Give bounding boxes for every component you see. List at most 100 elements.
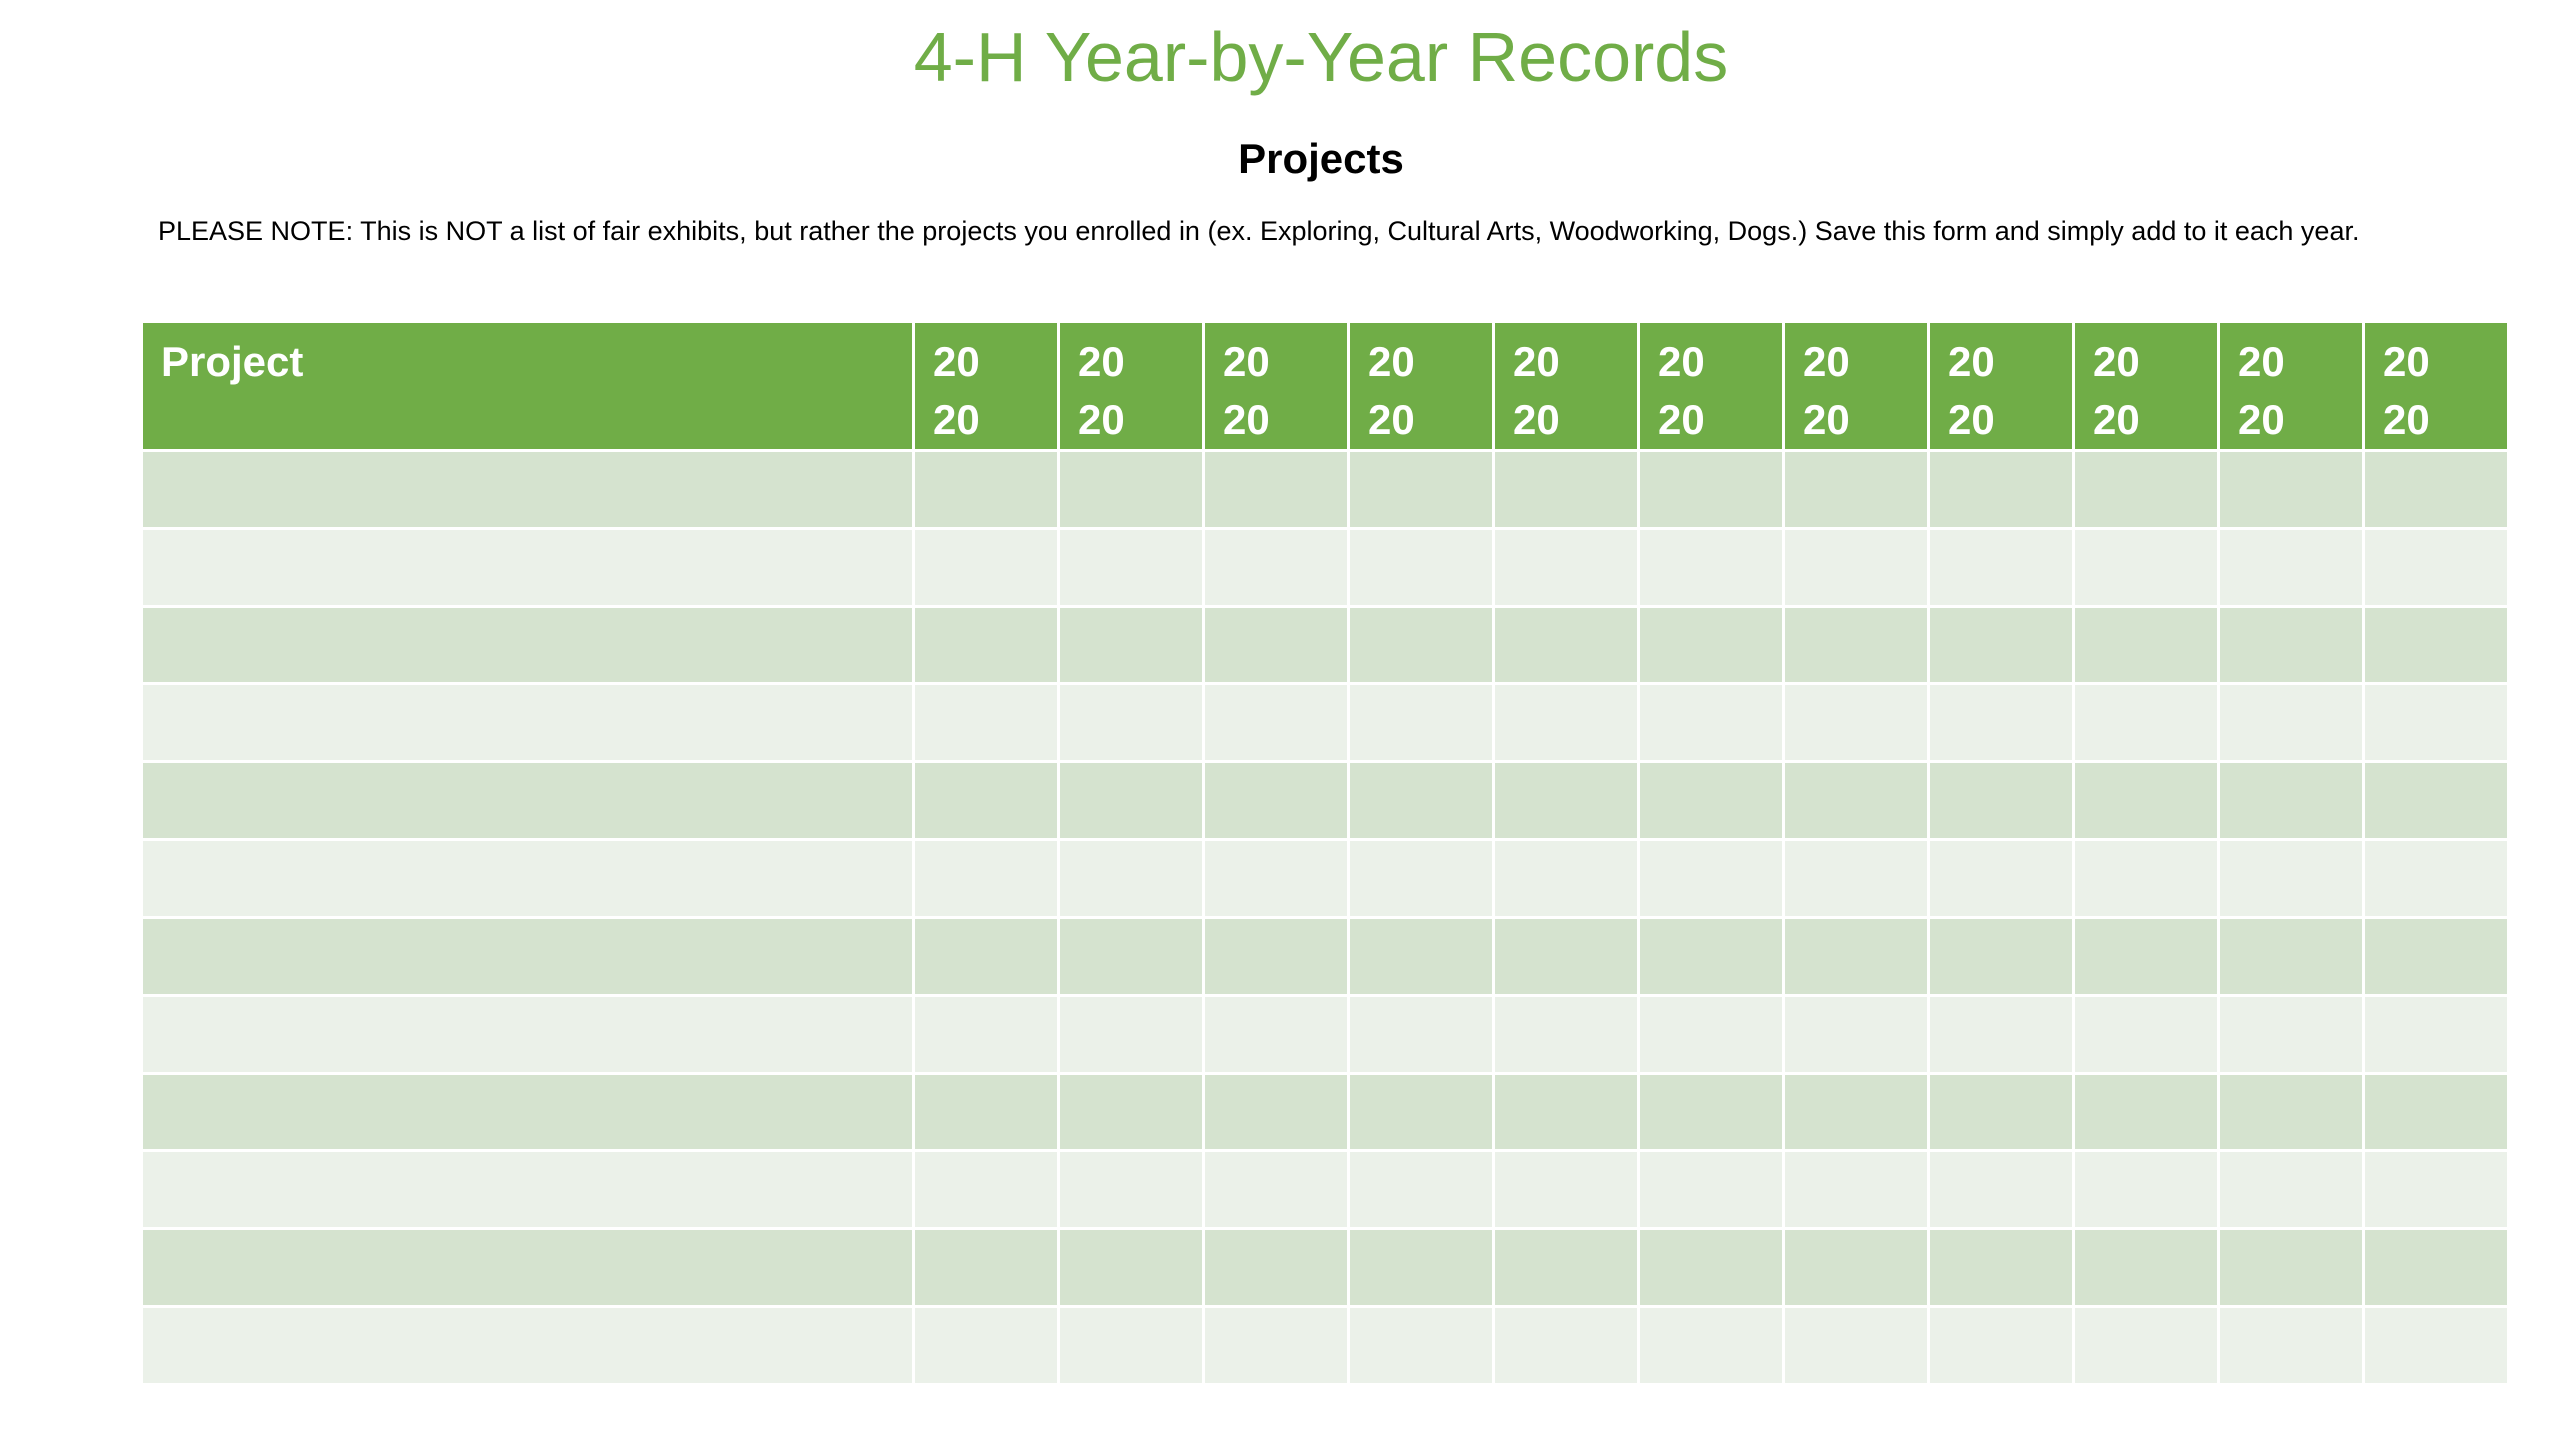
year-cell[interactable] [1927, 915, 2075, 997]
year-cell[interactable] [1057, 1071, 1205, 1153]
project-cell[interactable] [140, 526, 915, 608]
project-cell[interactable] [140, 760, 915, 842]
year-cell[interactable] [1927, 993, 2075, 1075]
year-cell[interactable] [1347, 1149, 1495, 1231]
year-cell[interactable] [2362, 993, 2510, 1075]
year-cell[interactable] [1782, 760, 1930, 842]
year-cell[interactable] [1637, 760, 1785, 842]
year-cell[interactable] [1057, 449, 1205, 530]
year-cell[interactable] [1347, 1071, 1495, 1153]
year-cell[interactable] [1782, 449, 1930, 530]
year-cell[interactable] [2072, 1227, 2220, 1309]
year-cell[interactable] [2362, 1071, 2510, 1153]
year-cell[interactable] [2072, 526, 2220, 608]
year-cell[interactable] [1202, 993, 1350, 1075]
year-cell[interactable] [1637, 449, 1785, 530]
year-cell[interactable] [1492, 915, 1640, 997]
year-cell[interactable] [2217, 838, 2365, 919]
year-cell[interactable] [1637, 993, 1785, 1075]
year-cell[interactable] [2217, 993, 2365, 1075]
year-cell[interactable] [912, 1071, 1060, 1153]
year-cell[interactable] [1637, 682, 1785, 764]
year-cell[interactable] [1057, 838, 1205, 919]
project-cell[interactable] [140, 993, 915, 1075]
year-cell[interactable] [1057, 526, 1205, 608]
year-cell[interactable] [2362, 1149, 2510, 1231]
project-cell[interactable] [140, 449, 915, 530]
year-cell[interactable] [1057, 682, 1205, 764]
year-cell[interactable] [1637, 604, 1785, 686]
year-cell[interactable] [2217, 1149, 2365, 1231]
year-cell[interactable] [1782, 526, 1930, 608]
year-cell[interactable] [1347, 604, 1495, 686]
year-cell[interactable] [1347, 915, 1495, 997]
year-cell[interactable] [912, 449, 1060, 530]
year-cell[interactable] [1057, 915, 1205, 997]
year-cell[interactable] [1347, 449, 1495, 530]
year-cell[interactable] [2072, 915, 2220, 997]
year-cell[interactable] [2072, 1071, 2220, 1153]
year-cell[interactable] [2072, 838, 2220, 919]
year-cell[interactable] [1347, 1305, 1495, 1386]
year-cell[interactable] [912, 760, 1060, 842]
project-cell[interactable] [140, 838, 915, 919]
project-cell[interactable] [140, 1305, 915, 1386]
year-cell[interactable] [1492, 1071, 1640, 1153]
year-cell[interactable] [2217, 1227, 2365, 1309]
year-cell[interactable] [1057, 604, 1205, 686]
year-cell[interactable] [2072, 682, 2220, 764]
year-cell[interactable] [2072, 760, 2220, 842]
year-cell[interactable] [1347, 838, 1495, 919]
year-cell[interactable] [1927, 838, 2075, 919]
year-cell[interactable] [1492, 1227, 1640, 1309]
year-cell[interactable] [1202, 760, 1350, 842]
year-cell[interactable] [1202, 838, 1350, 919]
year-cell[interactable] [1637, 838, 1785, 919]
year-cell[interactable] [912, 604, 1060, 686]
year-cell[interactable] [2217, 760, 2365, 842]
year-cell[interactable] [1782, 682, 1930, 764]
year-cell[interactable] [1782, 1149, 1930, 1231]
year-cell[interactable] [912, 993, 1060, 1075]
year-cell[interactable] [1782, 604, 1930, 686]
year-cell[interactable] [1057, 1227, 1205, 1309]
year-cell[interactable] [1637, 915, 1785, 997]
year-cell[interactable] [2362, 449, 2510, 530]
year-cell[interactable] [1782, 1227, 1930, 1309]
year-cell[interactable] [2217, 1071, 2365, 1153]
year-cell[interactable] [2072, 1305, 2220, 1386]
year-cell[interactable] [2362, 1227, 2510, 1309]
year-cell[interactable] [1782, 838, 1930, 919]
year-cell[interactable] [2217, 526, 2365, 608]
year-cell[interactable] [1057, 760, 1205, 842]
year-cell[interactable] [1492, 838, 1640, 919]
year-cell[interactable] [2217, 604, 2365, 686]
year-cell[interactable] [2362, 604, 2510, 686]
year-cell[interactable] [1202, 1071, 1350, 1153]
year-cell[interactable] [1202, 1149, 1350, 1231]
year-cell[interactable] [1637, 1227, 1785, 1309]
year-cell[interactable] [2362, 838, 2510, 919]
year-cell[interactable] [1057, 1149, 1205, 1231]
year-cell[interactable] [1492, 760, 1640, 842]
year-cell[interactable] [912, 1227, 1060, 1309]
year-cell[interactable] [1492, 1149, 1640, 1231]
year-cell[interactable] [1347, 526, 1495, 608]
year-cell[interactable] [912, 1149, 1060, 1231]
year-cell[interactable] [1927, 604, 2075, 686]
year-cell[interactable] [1202, 604, 1350, 686]
year-cell[interactable] [1782, 1305, 1930, 1386]
year-cell[interactable] [1347, 682, 1495, 764]
year-cell[interactable] [912, 1305, 1060, 1386]
year-cell[interactable] [1202, 682, 1350, 764]
year-cell[interactable] [1347, 1227, 1495, 1309]
year-cell[interactable] [912, 526, 1060, 608]
year-cell[interactable] [1927, 1305, 2075, 1386]
year-cell[interactable] [1492, 526, 1640, 608]
year-cell[interactable] [2072, 604, 2220, 686]
project-cell[interactable] [140, 1071, 915, 1153]
year-cell[interactable] [912, 915, 1060, 997]
year-cell[interactable] [1637, 1071, 1785, 1153]
year-cell[interactable] [1347, 993, 1495, 1075]
year-cell[interactable] [1202, 526, 1350, 608]
